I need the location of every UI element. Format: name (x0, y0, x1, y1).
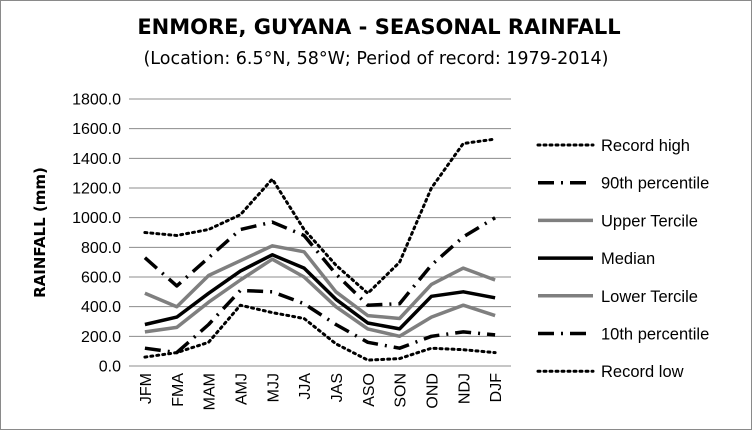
x-tick-label: SON (393, 373, 410, 408)
x-tick-labels: JFM FMA MAM AMJ MJJ JJA JAS ASO SON OND NDJ DJF (138, 373, 505, 411)
x-tick-label: JFM (138, 373, 155, 404)
series-line-record-high (143, 137, 497, 295)
series-lines (143, 137, 497, 362)
series-line-upper-tercile (144, 244, 496, 321)
y-axis-label: RAINFALL (mm) (31, 167, 49, 298)
y-tick-label: 200.0 (81, 329, 121, 346)
series-line-90th-percentile (143, 216, 497, 307)
y-tick-label: 1200.0 (72, 181, 121, 198)
legend: Record high 90th percentile Upper Tercile M… (536, 137, 709, 381)
series-line-lower-tercile (144, 257, 496, 339)
x-tick-label: MAM (202, 373, 219, 410)
y-tick-labels: 0.0 200.0 400.0 600.0 800.0 1000.0 1200.0 1400.… (72, 92, 121, 376)
chart-subtitle: (Location: 6.5°N, 58°W; Period of record… (143, 49, 608, 69)
x-tick-label: ASO (361, 373, 378, 407)
legend-label: 10th percentile (601, 326, 709, 344)
legend-label: Record high (601, 137, 690, 155)
legend-label: Median (601, 250, 655, 268)
legend-label: Lower Tercile (601, 288, 698, 306)
y-tick-label: 400.0 (81, 299, 121, 316)
x-tick-label: DJF (488, 373, 505, 403)
legend-label: Record low (601, 363, 684, 381)
y-tick-label: 1400.0 (72, 151, 121, 168)
series-line-10th-percentile (144, 288, 496, 355)
y-tick-label: 1600.0 (72, 121, 121, 138)
y-tick-label: 1800.0 (72, 92, 121, 109)
x-tick-label: AMJ (233, 373, 250, 405)
y-tick-label: 0.0 (99, 359, 121, 376)
y-tick-label: 800.0 (81, 240, 121, 257)
x-tick-label: MJJ (265, 373, 282, 402)
series-line-median (144, 253, 496, 331)
legend-label: Upper Tercile (601, 212, 698, 230)
x-tick-label: NDJ (456, 373, 473, 404)
y-tick-label: 1000.0 (72, 210, 121, 227)
legend-label: 90th percentile (601, 175, 709, 193)
chart-title: ENMORE, GUYANA - SEASONAL RAINFALL (137, 15, 620, 39)
x-tick-label: OND (424, 373, 441, 409)
x-tick-label: FMA (170, 373, 187, 407)
x-tick-label: JJA (297, 373, 314, 400)
series-line-record-low (143, 303, 497, 362)
y-tick-label: 600.0 (81, 270, 121, 287)
x-tick-label: JAS (329, 373, 346, 402)
